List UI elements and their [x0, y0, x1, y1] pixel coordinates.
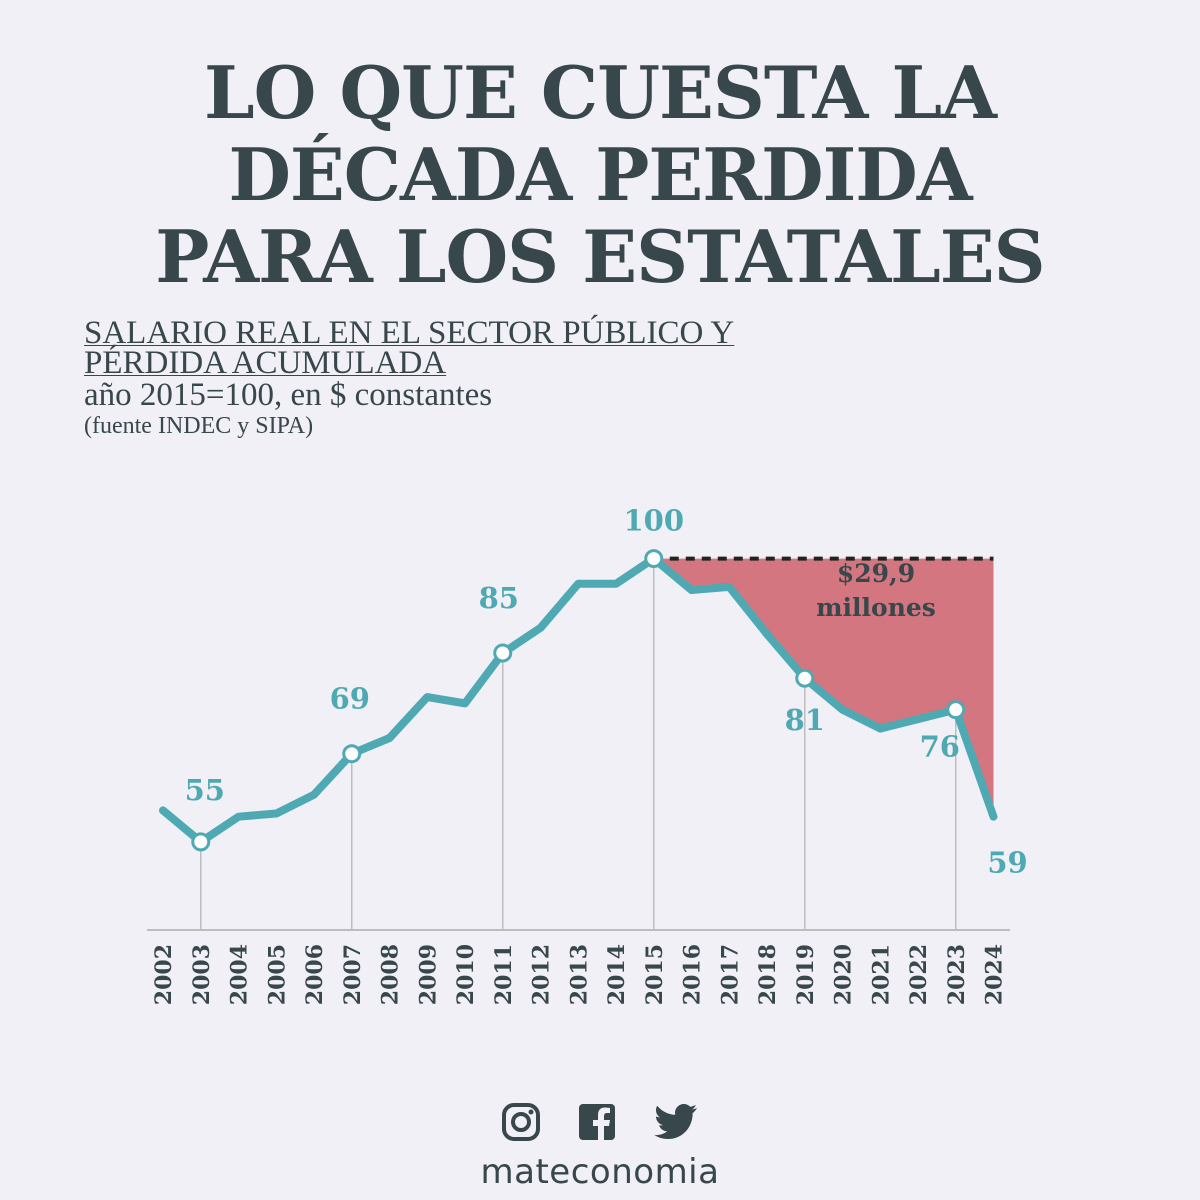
data-label: 55	[185, 773, 225, 807]
data-point	[644, 549, 664, 569]
x-tick-label: 2003	[189, 944, 215, 1005]
subtitle-units: año 2015=100, en $ constantes	[84, 377, 493, 413]
line-chart: 55 69 85 100 81 76 59 $29,9 millones 2002 2003 2004…	[147, 504, 1028, 1005]
x-tick-label: 2014	[604, 944, 630, 1005]
data-point	[946, 700, 966, 720]
x-tick-label: 2018	[755, 944, 781, 1005]
x-tick-label: 2019	[793, 944, 819, 1005]
x-tick-label: 2009	[415, 944, 441, 1005]
data-label: 85	[479, 581, 519, 615]
data-label: 59	[987, 846, 1027, 880]
title-line: PARA LOS ESTATALES	[155, 214, 1045, 299]
x-tick-label: 2004	[227, 944, 253, 1005]
data-point	[342, 744, 362, 764]
x-tick-label: 2020	[831, 944, 857, 1005]
x-tick-label: 2022	[906, 944, 932, 1005]
loss-label: $29,9	[837, 559, 915, 588]
twitter-icon[interactable]	[653, 1102, 699, 1146]
x-tick-label: 2005	[264, 944, 290, 1005]
footer: mateconomia	[0, 1100, 1200, 1192]
data-label: 76	[920, 730, 960, 764]
title-line: DÉCADA PERDIDA	[228, 132, 972, 217]
x-tick-label: 2006	[302, 944, 328, 1005]
social-icons	[0, 1100, 1200, 1148]
instagram-icon[interactable]	[501, 1102, 541, 1146]
subtitle-line-1: SALARIO REAL EN EL SECTOR PÚBLICO Y	[84, 315, 735, 351]
x-tick-label: 2024	[982, 944, 1008, 1005]
x-tick-label: 2015	[642, 944, 668, 1005]
subtitle-source: (fuente INDEC y SIPA)	[84, 413, 314, 439]
brand-name: mateconomia	[480, 1152, 720, 1192]
data-label: 100	[623, 504, 684, 538]
loss-area	[653, 558, 994, 817]
x-tick-label: 2021	[868, 944, 894, 1005]
chart-subtitle: SALARIO REAL EN EL SECTOR PÚBLICO Y PÉRD…	[84, 315, 1084, 440]
data-point	[795, 668, 815, 688]
data-point	[191, 832, 211, 852]
x-tick-label: 2007	[340, 944, 366, 1005]
subtitle-line-2: PÉRDIDA ACUMULADA	[84, 345, 447, 381]
data-point	[493, 643, 513, 663]
series-line	[159, 554, 998, 846]
x-tick-label: 2011	[491, 944, 517, 1005]
loss-label: millones	[816, 593, 936, 622]
x-tick-label: 2017	[717, 944, 743, 1005]
x-tick-label: 2013	[566, 944, 592, 1005]
x-tick-label: 2016	[680, 944, 706, 1005]
x-tick-label: 2010	[453, 944, 479, 1005]
title-line: LO QUE CUESTA LA	[204, 50, 997, 135]
facebook-icon[interactable]	[577, 1102, 617, 1146]
chart-title: LO QUE CUESTA LA DÉCADA PERDIDA PARA LOS…	[0, 52, 1200, 298]
x-tick-label: 2002	[151, 944, 177, 1005]
data-label: 81	[785, 703, 825, 737]
x-tick-label: 2023	[944, 944, 970, 1005]
data-label: 69	[330, 682, 370, 716]
x-tick-label: 2008	[378, 944, 404, 1005]
x-tick-label: 2012	[529, 944, 555, 1005]
